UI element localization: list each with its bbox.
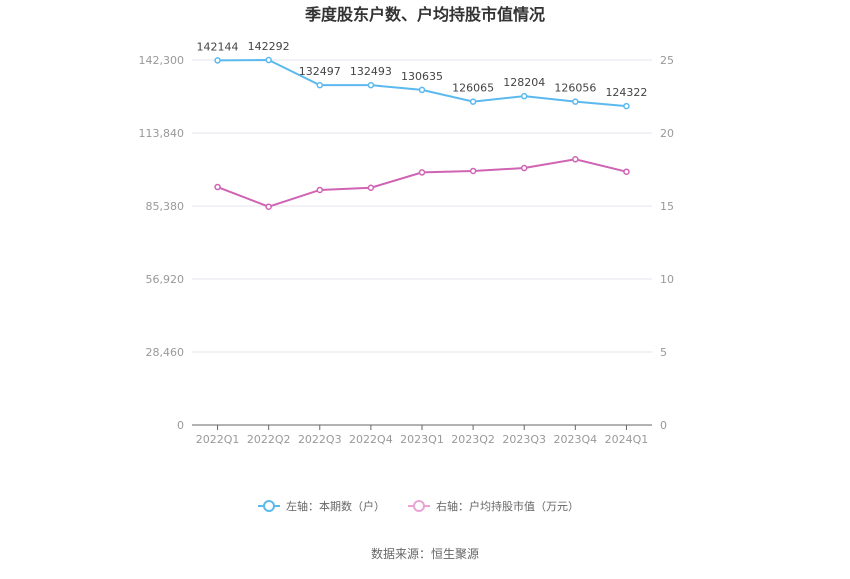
data-label: 126056 — [554, 82, 596, 95]
data-point — [572, 98, 579, 105]
data-point — [520, 92, 528, 100]
series-avg-holding-value — [214, 156, 630, 210]
chart-title: 季度股东户数、户均持股市值情况 — [304, 5, 545, 24]
x-tick-label: 2023Q2 — [451, 433, 495, 446]
left-tick-label: 56,920 — [146, 273, 185, 286]
data-label: 124322 — [605, 86, 647, 99]
data-point — [214, 57, 221, 64]
data-labels: 142144 142292 132497 132493 130635 126065 1282… — [197, 40, 648, 99]
right-axis-ticks: 0 5 10 15 20 25 — [660, 54, 674, 432]
right-tick-label: 15 — [660, 200, 674, 213]
data-point — [469, 98, 477, 105]
legend-left-label: 左轴：本期数（户） — [286, 499, 385, 513]
right-tick-label: 20 — [660, 127, 674, 140]
left-tick-label: 0 — [177, 419, 184, 432]
left-tick-label: 142,300 — [139, 54, 185, 67]
x-tick-label: 2022Q2 — [247, 433, 291, 446]
legend-item-right[interactable]: 右轴：户均持股市值（万元） — [408, 499, 579, 513]
right-tick-label: 0 — [660, 419, 667, 432]
legend-right-marker — [413, 500, 425, 512]
right-tick-label: 5 — [660, 346, 667, 359]
data-label: 132493 — [350, 65, 392, 78]
data-label: 142292 — [248, 40, 290, 53]
gridlines — [192, 59, 652, 353]
left-tick-label: 113,840 — [139, 127, 185, 140]
data-point — [367, 81, 375, 89]
data-point — [214, 183, 221, 191]
series-line — [217, 158, 627, 208]
data-point — [520, 164, 528, 172]
data-point — [418, 86, 426, 94]
data-source: 数据来源：恒生聚源 — [371, 546, 479, 561]
data-point — [367, 184, 375, 191]
x-tick-label: 2024Q1 — [605, 433, 649, 446]
series-shareholder-count — [214, 56, 630, 110]
x-tick-label: 2023Q4 — [554, 433, 598, 446]
legend-right-label: 右轴：户均持股市值（万元） — [436, 499, 579, 513]
data-point — [469, 167, 477, 175]
x-axis: 2022Q1 2022Q2 2022Q3 2022Q4 2023Q1 2023Q2 2023… — [192, 424, 652, 446]
right-tick-label: 10 — [660, 273, 674, 286]
x-tick-label: 2022Q3 — [298, 433, 342, 446]
x-tick-label: 2022Q4 — [349, 433, 393, 446]
x-tick-label: 2023Q1 — [400, 433, 444, 446]
legend-item-left[interactable]: 左轴：本期数（户） — [258, 499, 385, 513]
data-point — [316, 81, 324, 89]
data-label: 128204 — [503, 76, 545, 89]
data-point — [623, 168, 630, 175]
left-tick-label: 28,460 — [146, 346, 185, 359]
x-tick-label: 2023Q3 — [502, 433, 546, 446]
data-label: 126065 — [452, 82, 494, 95]
data-point — [265, 56, 272, 64]
left-tick-label: 85,380 — [146, 200, 185, 213]
left-axis-ticks: 0 28,460 56,920 85,380 113,840 142,300 — [139, 54, 185, 432]
data-point — [316, 186, 324, 194]
legend: 左轴：本期数（户） 右轴：户均持股市值（万元） — [258, 499, 579, 513]
data-label: 142144 — [197, 40, 239, 53]
legend-left-marker — [263, 500, 275, 512]
data-point — [418, 169, 426, 176]
data-point — [265, 203, 272, 210]
x-tick-label: 2022Q1 — [196, 433, 240, 446]
data-point — [623, 102, 630, 110]
data-point — [572, 156, 579, 163]
data-label: 132497 — [299, 65, 341, 78]
right-tick-label: 25 — [660, 54, 674, 67]
data-label: 130635 — [401, 70, 443, 83]
